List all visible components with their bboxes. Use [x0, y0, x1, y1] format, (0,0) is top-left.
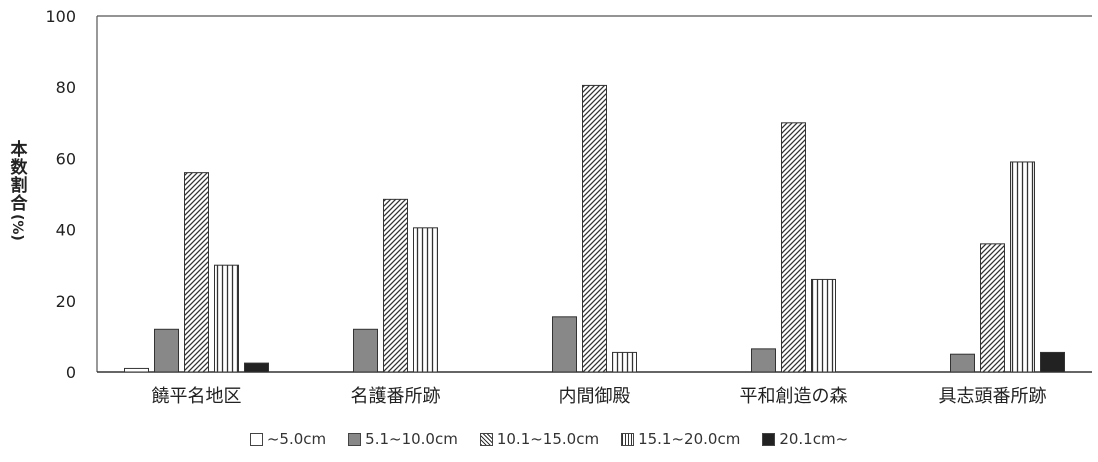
bar — [214, 264, 239, 373]
x-tick-label: 具志頭番所跡 — [939, 386, 1047, 407]
legend-item: 5.1~10.0cm — [348, 430, 458, 448]
legend-label: 15.1~20.0cm — [638, 430, 741, 448]
bar — [980, 243, 1005, 373]
bar — [383, 198, 408, 373]
bar — [751, 348, 776, 373]
bar — [612, 351, 637, 373]
y-axis-unit: (%) — [9, 214, 25, 241]
bar — [124, 367, 149, 373]
bar — [413, 227, 438, 373]
y-tick-label: 20 — [56, 292, 76, 311]
x-tick-label: 内間御殿 — [559, 386, 631, 407]
bar — [244, 362, 269, 373]
legend-label: 20.1cm~ — [779, 430, 849, 448]
x-tick-label: 饒平名地区 — [152, 386, 242, 407]
bar — [1040, 351, 1065, 373]
x-tick-label: 平和創造の森 — [740, 386, 848, 407]
bar — [950, 353, 975, 373]
legend-item: 15.1~20.0cm — [621, 430, 740, 448]
bar — [353, 328, 378, 373]
legend-swatch — [249, 432, 263, 446]
y-tick-label: 0 — [66, 363, 76, 382]
bar — [154, 328, 179, 373]
legend-label: 10.1~15.0cm — [496, 430, 600, 448]
y-axis-title: 本数割合 (%) — [4, 140, 30, 241]
legend-swatch — [762, 432, 776, 446]
bar — [781, 122, 806, 373]
legend-swatch — [621, 432, 635, 446]
legend: ~5.0cm 5.1~10.0cm 10.1~15.0cm 15.1~20.0cm 20… — [0, 430, 1098, 448]
legend-item: ~5.0cm — [249, 430, 327, 448]
bar — [184, 172, 209, 373]
legend-label: ~5.0cm — [266, 430, 327, 448]
bar — [1010, 161, 1035, 373]
legend-item: 10.1~15.0cm — [479, 430, 600, 448]
y-tick-label: 100 — [45, 7, 76, 26]
bar — [811, 278, 836, 373]
y-tick-label: 40 — [56, 221, 76, 240]
legend-swatch — [348, 432, 362, 446]
legend-label: 5.1~10.0cm — [365, 430, 458, 448]
bar — [552, 316, 577, 373]
legend-item: 20.1cm~ — [762, 430, 848, 448]
y-tick-label: 60 — [56, 149, 76, 168]
legend-swatch — [479, 432, 493, 446]
y-axis-label: 本数割合 — [6, 140, 27, 212]
bar — [582, 84, 607, 373]
x-tick-label: 名護番所跡 — [351, 386, 441, 407]
y-tick-label: 80 — [56, 78, 76, 97]
